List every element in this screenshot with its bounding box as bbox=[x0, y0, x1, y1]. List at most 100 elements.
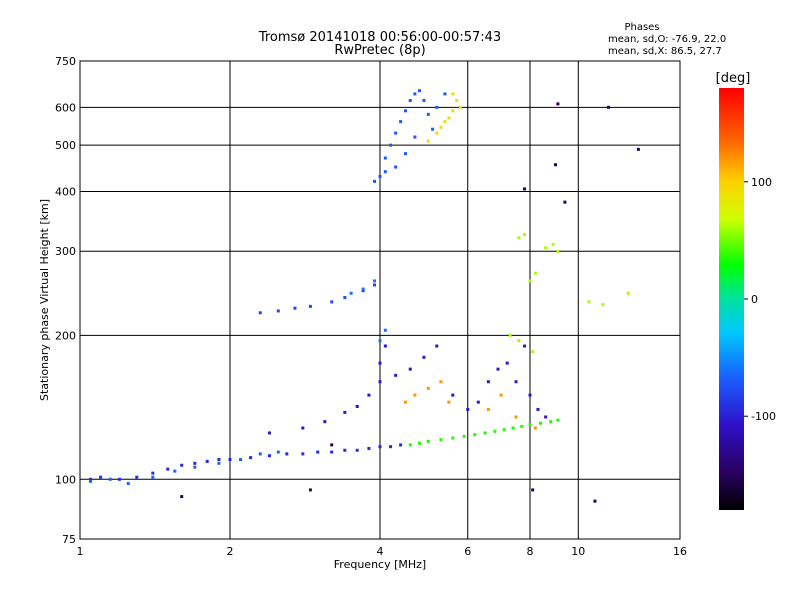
data-point bbox=[626, 291, 630, 295]
data-point bbox=[355, 404, 359, 408]
data-point bbox=[528, 423, 532, 427]
data-point bbox=[544, 415, 548, 419]
data-point bbox=[403, 400, 407, 404]
scatter-points bbox=[89, 89, 640, 503]
data-point bbox=[514, 380, 518, 384]
data-point bbox=[276, 450, 280, 454]
data-point bbox=[301, 426, 305, 430]
plot-frame bbox=[79, 60, 681, 540]
data-point bbox=[180, 463, 184, 467]
data-point bbox=[267, 431, 271, 435]
data-point bbox=[330, 300, 334, 304]
data-point bbox=[451, 92, 455, 96]
data-point bbox=[343, 296, 347, 300]
data-point bbox=[394, 131, 398, 135]
x-tick-label: 8 bbox=[527, 545, 534, 558]
data-point bbox=[533, 426, 537, 430]
data-point bbox=[383, 344, 387, 348]
y-axis-ticks: 75 100 200 300 400 500 600 750 bbox=[55, 55, 76, 546]
data-point bbox=[422, 355, 426, 359]
data-point bbox=[435, 344, 439, 348]
data-point bbox=[551, 242, 555, 246]
data-point bbox=[343, 448, 347, 452]
y-tick-label: 500 bbox=[55, 139, 76, 152]
data-point bbox=[135, 475, 139, 479]
data-point bbox=[217, 461, 221, 465]
data-point bbox=[373, 179, 377, 183]
data-point bbox=[193, 465, 197, 469]
data-point bbox=[108, 477, 112, 481]
data-point bbox=[89, 477, 93, 481]
data-point bbox=[151, 475, 155, 479]
x-tick-label: 4 bbox=[377, 545, 384, 558]
data-point bbox=[378, 361, 382, 365]
x-axis-label: Frequency [MHz] bbox=[334, 558, 426, 571]
data-point bbox=[378, 174, 382, 178]
data-point bbox=[607, 105, 611, 109]
data-point bbox=[435, 131, 439, 135]
data-point bbox=[239, 457, 243, 461]
data-point bbox=[514, 415, 518, 419]
data-point bbox=[399, 120, 403, 124]
data-point bbox=[378, 445, 382, 449]
y-tick-label: 750 bbox=[55, 55, 76, 68]
grid-lines bbox=[80, 61, 680, 539]
data-point bbox=[267, 454, 271, 458]
data-point bbox=[361, 287, 365, 291]
x-tick-label: 1 bbox=[77, 545, 84, 558]
data-point bbox=[458, 105, 462, 109]
data-point bbox=[394, 165, 398, 169]
data-point bbox=[173, 469, 177, 473]
data-point bbox=[408, 367, 412, 371]
y-tick-label: 600 bbox=[55, 101, 76, 114]
data-point bbox=[531, 488, 535, 492]
chart-subtitle: RwPretec (8p) bbox=[334, 43, 425, 58]
data-point bbox=[367, 446, 371, 450]
data-point bbox=[249, 456, 253, 460]
data-point bbox=[99, 475, 103, 479]
data-point bbox=[285, 452, 289, 456]
data-point bbox=[330, 443, 334, 447]
data-point bbox=[536, 407, 540, 411]
data-point bbox=[431, 127, 435, 131]
x-tick-label: 10 bbox=[571, 545, 585, 558]
annotation-line-o: mean, sd,O: -76.9, 22.0 bbox=[608, 34, 726, 45]
data-point bbox=[426, 439, 430, 443]
data-point bbox=[193, 461, 197, 465]
y-tick-label: 400 bbox=[55, 185, 76, 198]
data-point bbox=[451, 109, 455, 113]
data-point bbox=[323, 420, 327, 424]
data-point bbox=[383, 156, 387, 160]
data-point bbox=[636, 147, 640, 151]
data-point bbox=[394, 373, 398, 377]
chart-title: Tromsø 20141018 00:56:00-00:57:43 bbox=[258, 30, 501, 45]
annotation-title: Phases bbox=[624, 22, 659, 33]
data-point bbox=[601, 303, 605, 307]
data-point bbox=[476, 400, 480, 404]
data-point bbox=[483, 431, 487, 435]
data-point bbox=[517, 339, 521, 343]
colorbar-tick-label: -100 bbox=[751, 410, 776, 423]
y-tick-label: 100 bbox=[55, 473, 76, 486]
data-point bbox=[462, 434, 466, 438]
colorbar-tick-label: 0 bbox=[751, 293, 758, 306]
data-point bbox=[508, 333, 512, 337]
colorbar-label: [deg] bbox=[716, 71, 751, 86]
data-point bbox=[293, 306, 297, 310]
y-tick-label: 300 bbox=[55, 245, 76, 258]
data-point bbox=[378, 339, 382, 343]
data-point bbox=[520, 424, 524, 428]
x-tick-label: 16 bbox=[673, 545, 687, 558]
data-point bbox=[367, 393, 371, 397]
data-point bbox=[422, 99, 426, 103]
data-point bbox=[563, 200, 567, 204]
annotation-line-x: mean, sd,X: 86.5, 27.7 bbox=[608, 46, 722, 57]
data-point bbox=[426, 386, 430, 390]
data-point bbox=[89, 479, 93, 483]
data-point bbox=[439, 380, 443, 384]
data-point bbox=[451, 436, 455, 440]
data-point bbox=[180, 495, 184, 499]
data-point bbox=[517, 236, 521, 240]
data-point bbox=[447, 116, 451, 120]
